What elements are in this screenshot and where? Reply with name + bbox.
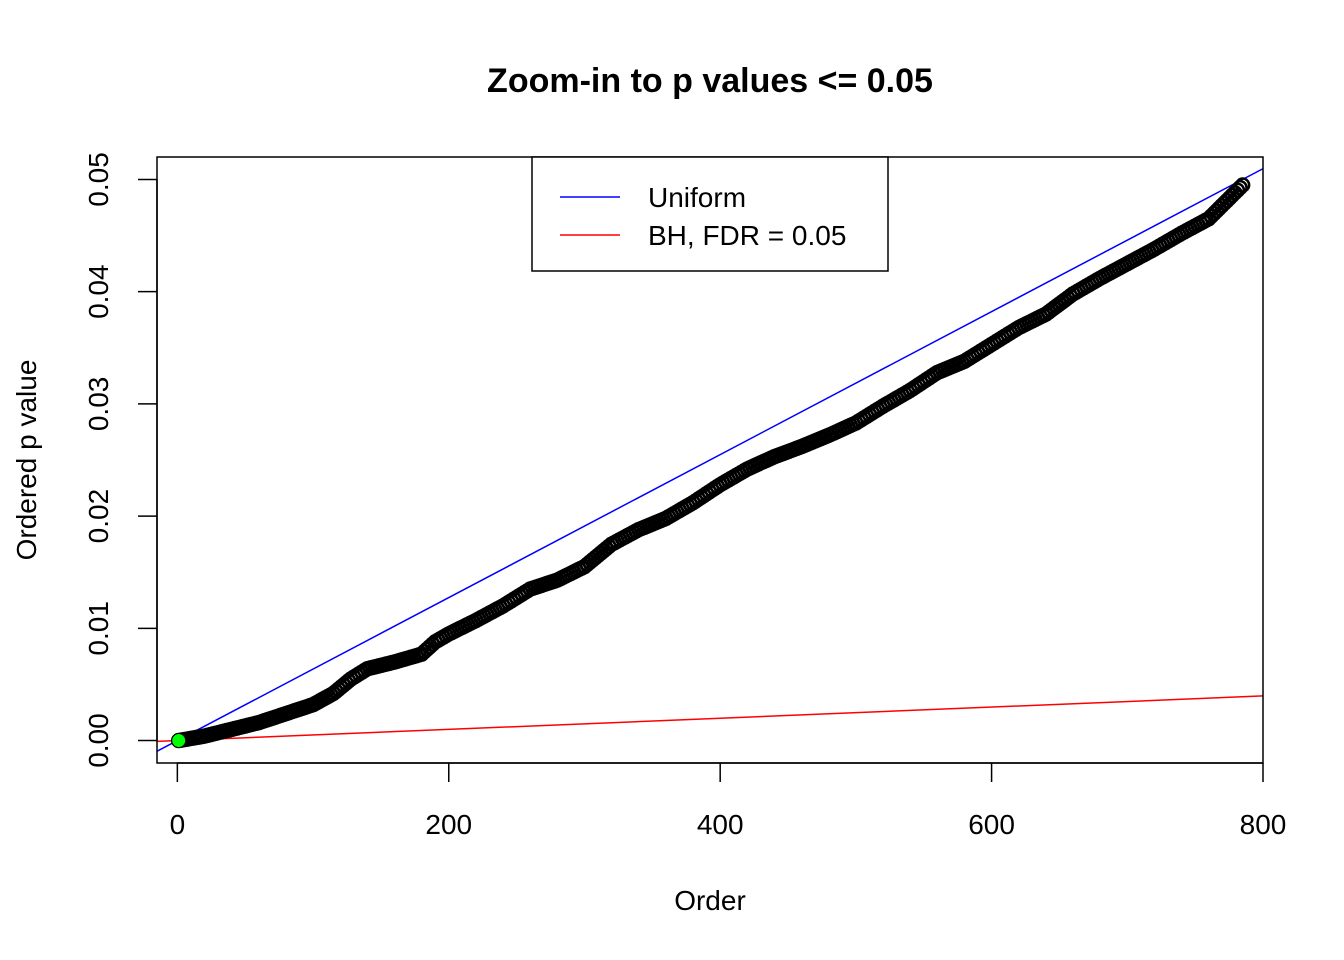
y-tick-label: 0.00 — [83, 713, 114, 768]
y-tick-label: 0.04 — [83, 264, 114, 319]
plot-layer — [157, 167, 1263, 753]
y-axis: 0.00 0.01 0.02 0.03 0.04 0.05 — [83, 152, 158, 768]
x-tick-label: 400 — [697, 809, 744, 840]
y-tick-label: 0.02 — [83, 489, 114, 544]
series-line-uniform — [157, 167, 1263, 753]
y-tick-label: 0.01 — [83, 601, 114, 656]
data-point — [1234, 177, 1251, 193]
series-line-bh — [157, 695, 1263, 743]
y-tick-label: 0.03 — [83, 377, 114, 432]
x-tick-label: 600 — [968, 809, 1015, 840]
legend: Uniform BH, FDR = 0.05 — [531, 156, 889, 272]
legend-label-uniform: Uniform — [648, 182, 746, 213]
x-tick-label: 0 — [170, 809, 186, 840]
chart-title: Zoom-in to p values <= 0.05 — [487, 62, 933, 100]
x-axis: 0 200 400 600 800 — [170, 762, 1287, 840]
x-axis-label: Order — [674, 885, 746, 916]
legend-label-bh: BH, FDR = 0.05 — [648, 220, 846, 251]
data-point — [1232, 179, 1248, 196]
highlight-point — [171, 733, 187, 749]
y-axis-label: Ordered p value — [11, 360, 42, 561]
x-tick-label: 800 — [1240, 809, 1287, 840]
y-tick-label: 0.05 — [83, 152, 114, 207]
x-tick-label: 200 — [425, 809, 472, 840]
legend-box — [531, 156, 889, 272]
